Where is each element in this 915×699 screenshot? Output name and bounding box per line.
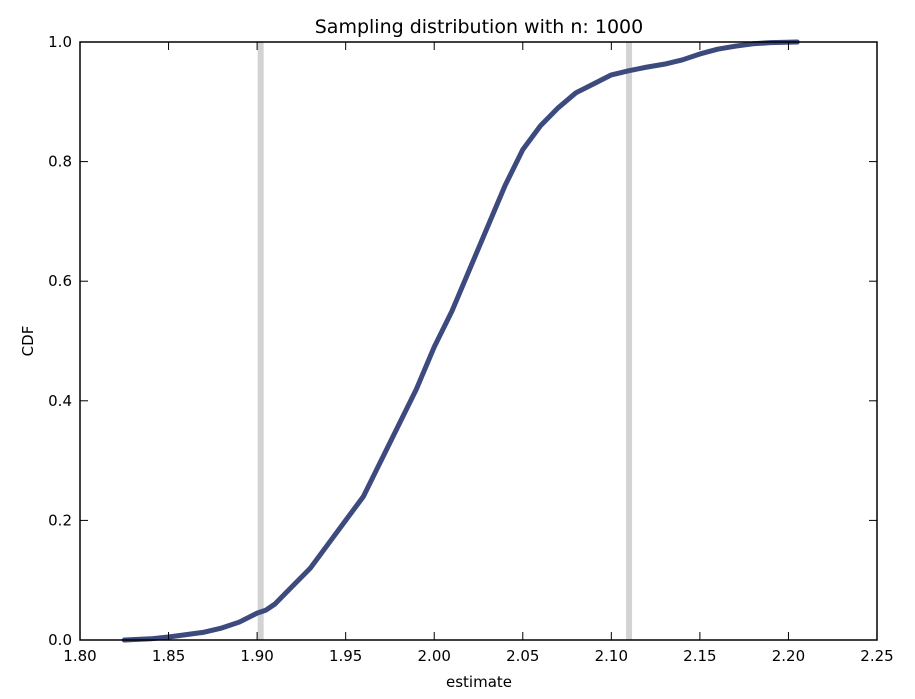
x-tick-label: 2.10 (595, 647, 628, 665)
x-tick-label: 1.95 (329, 647, 362, 665)
chart-title: Sampling distribution with n: 1000 (315, 16, 643, 38)
y-tick-label: 1.0 (48, 33, 72, 51)
x-tick-label: 2.20 (772, 647, 805, 665)
x-tick-label: 2.05 (506, 647, 539, 665)
y-tick-label: 0.4 (48, 392, 72, 410)
x-tick-label: 2.00 (418, 647, 451, 665)
y-axis-label: CDF (19, 326, 37, 357)
x-tick-label: 2.15 (683, 647, 716, 665)
y-tick-label: 0.0 (48, 631, 72, 649)
y-tick-label: 0.6 (48, 272, 72, 290)
x-axis-label: estimate (446, 673, 512, 691)
y-tick-label: 0.8 (48, 153, 72, 171)
series-group (121, 39, 800, 643)
x-tick-label: 1.80 (63, 647, 96, 665)
x-tick-label: 1.90 (240, 647, 273, 665)
x-tick-label: 1.85 (152, 647, 185, 665)
cdf-series-line-1 (121, 39, 800, 643)
x-tick-label: 2.25 (860, 647, 893, 665)
axis-ticks: 1.80 1.85 1.90 1.95 2.00 2.05 2.10 2.15 2.20 2.25… (48, 33, 894, 665)
reference-lines (257, 42, 633, 640)
y-tick-label: 0.2 (48, 511, 72, 529)
plot-frame (79, 41, 878, 641)
